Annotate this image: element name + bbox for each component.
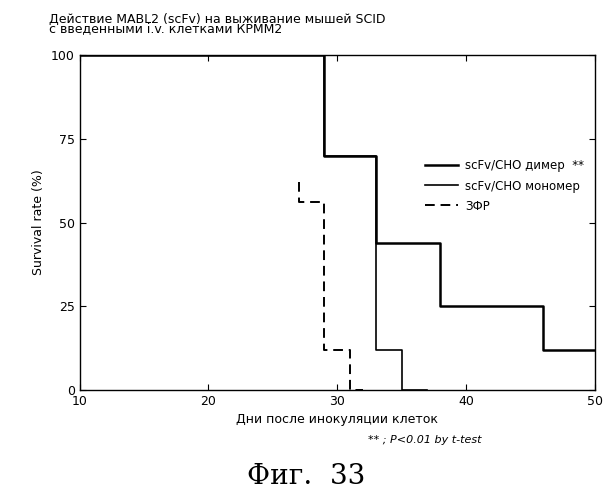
Y-axis label: Survival rate (%): Survival rate (%)	[32, 170, 45, 276]
Legend: scFv/CHO димер  **, scFv/CHO мономер, ЗФР: scFv/CHO димер **, scFv/CHO мономер, ЗФР	[420, 154, 588, 218]
Text: Фиг.  33: Фиг. 33	[248, 463, 365, 490]
X-axis label: Дни после инокуляции клеток: Дни после инокуляции клеток	[236, 414, 438, 426]
Text: с введенными i.v. клетками КРММ2: с введенными i.v. клетками КРММ2	[49, 22, 283, 36]
Text: Действие MABL2 (scFv) на выживание мышей SCID: Действие MABL2 (scFv) на выживание мышей…	[49, 12, 386, 26]
Text: ** ; P<0.01 by t-test: ** ; P<0.01 by t-test	[368, 435, 481, 445]
